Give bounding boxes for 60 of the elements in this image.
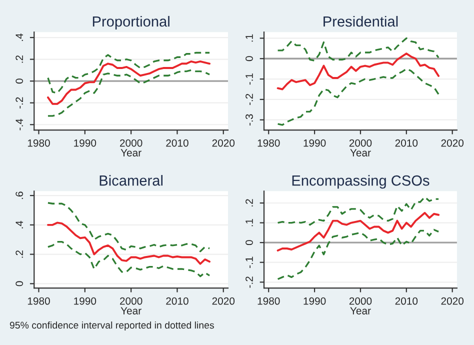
x-axis-title: Year [120,149,142,156]
line-series [276,212,440,252]
chart-title: Proportional [92,16,170,30]
y-tick-label: 0 [16,281,24,286]
x-tick-label: 1980 [28,139,50,147]
chart-title: Bicameral [100,175,163,186]
chart-title: Encompassing CSOs [292,175,430,189]
y-tick-label: -.2 [246,94,253,106]
y-tick-label: .2 [16,55,23,63]
line-series [47,240,210,278]
y-tick-label: .2 [246,199,253,206]
y-tick-label: .2 [16,250,23,258]
x-tick-label: 1980 [28,297,50,305]
y-tick-label: .4 [16,33,23,41]
x-tick-label: 2000 [120,139,142,147]
x-tick-label: 2010 [395,139,418,147]
x-tick-label: 1980 [258,297,280,305]
x-axis-title: Year [350,149,371,156]
x-tick-label: 2000 [349,297,372,305]
line-series [47,202,210,252]
y-tick-label: -.1 [246,73,253,85]
line-series [276,52,440,90]
line-series [276,228,440,280]
x-tick-label: 2000 [120,297,142,305]
y-tick-label: .1 [246,218,253,226]
y-tick-label: 0 [246,56,253,62]
x-tick-label: 2000 [349,139,372,147]
y-tick-label: .4 [16,220,23,228]
line-series [47,69,210,117]
y-tick-label: -.4 [16,118,23,130]
line-series [276,196,440,226]
x-tick-label: 2010 [166,139,188,147]
x-tick-label: 2020 [212,139,235,147]
x-axis-title: Year [350,307,371,314]
line-series [47,52,210,94]
chart-title: Presidential [324,16,398,27]
x-tick-label: 1980 [258,139,280,147]
x-tick-label: 1990 [74,139,96,147]
line-series [276,68,440,126]
y-tick-label: -.3 [246,114,253,126]
x-tick-label: 2020 [441,139,464,147]
x-tick-label: 1990 [74,297,96,305]
x-axis-title: Year [120,307,142,314]
line-series [47,60,211,105]
y-tick-label: .1 [246,34,253,42]
y-tick-label: 0 [16,78,24,84]
x-tick-label: 2020 [212,297,235,305]
x-tick-label: 2010 [166,297,188,305]
y-tick-label: -.2 [16,97,23,108]
line-series [47,222,211,265]
x-tick-label: 2020 [441,297,464,305]
x-tick-label: 2010 [395,297,418,305]
line-series [276,37,440,62]
y-tick-label: 0 [246,240,253,246]
y-tick-label: -.1 [246,256,253,268]
text: 95% confidence interval reported in dotted lines [10,321,214,331]
x-tick-label: 1990 [304,139,326,147]
y-tick-label: -.2 [246,276,253,288]
y-tick-label: .6 [16,192,24,199]
x-tick-label: 1990 [304,297,326,305]
